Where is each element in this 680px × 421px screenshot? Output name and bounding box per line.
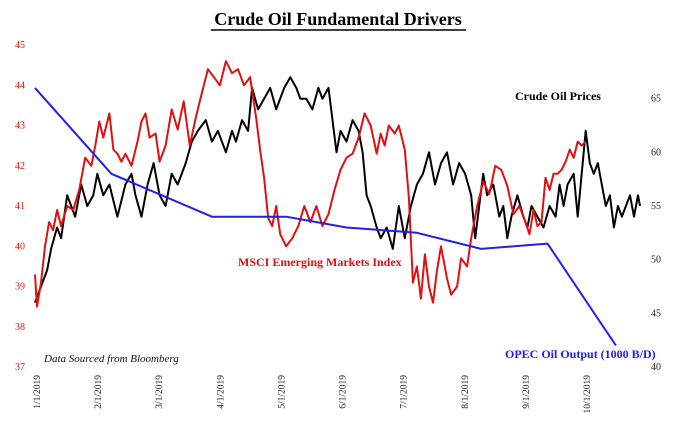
left-tick-label: 43 (15, 121, 25, 132)
source-note: Data Sourced from Bloomberg (43, 353, 179, 365)
x-tick-label: 4/1/2019 (216, 375, 226, 409)
right-tick-label: 50 (651, 255, 661, 266)
right-tick-label: 45 (651, 308, 661, 319)
left-tick-label: 38 (15, 322, 25, 333)
x-axis-ticks: 1/1/2019 2/1/2019 3/1/2019 4/1/2019 5/1/2019… (33, 375, 593, 414)
left-tick-label: 42 (15, 161, 25, 172)
chart-title: Crude Oil Fundamental Drivers (214, 9, 462, 29)
left-tick-label: 45 (15, 40, 25, 51)
x-tick-label: 2/1/2019 (94, 375, 104, 409)
x-tick-label: 9/1/2019 (522, 375, 532, 409)
x-tick-label: 3/1/2019 (155, 375, 165, 409)
opec-line (34, 87, 617, 347)
opec-series-label: OPEC Oil Output (1000 B/D) (505, 347, 656, 361)
x-tick-label: 1/1/2019 (33, 375, 43, 409)
msci-series-label: MSCI Emerging Markets Index (238, 255, 402, 269)
x-tick-label: 6/1/2019 (339, 375, 349, 409)
x-tick-label: 8/1/2019 (461, 375, 471, 409)
x-tick-label: 5/1/2019 (277, 375, 287, 409)
x-tick-label: 10/1/2019 (583, 375, 593, 414)
right-axis-ticks: 40 45 50 55 60 65 (651, 94, 661, 373)
left-tick-label: 44 (15, 80, 25, 91)
left-tick-label: 37 (15, 362, 25, 373)
right-tick-label: 65 (651, 94, 661, 105)
crude-oil-series-label: Crude Oil Prices (515, 89, 601, 103)
msci-line (34, 60, 587, 308)
crude-oil-line (34, 76, 641, 303)
right-tick-label: 55 (651, 201, 661, 212)
left-tick-label: 40 (15, 241, 25, 252)
x-tick-label: 7/1/2019 (400, 375, 410, 409)
right-tick-label: 40 (651, 362, 661, 373)
series-lines (34, 60, 641, 347)
left-tick-label: 41 (15, 201, 25, 212)
right-tick-label: 60 (651, 147, 661, 158)
left-axis-ticks: 37 38 39 40 41 42 43 44 45 (15, 40, 25, 373)
left-tick-label: 39 (15, 282, 25, 293)
